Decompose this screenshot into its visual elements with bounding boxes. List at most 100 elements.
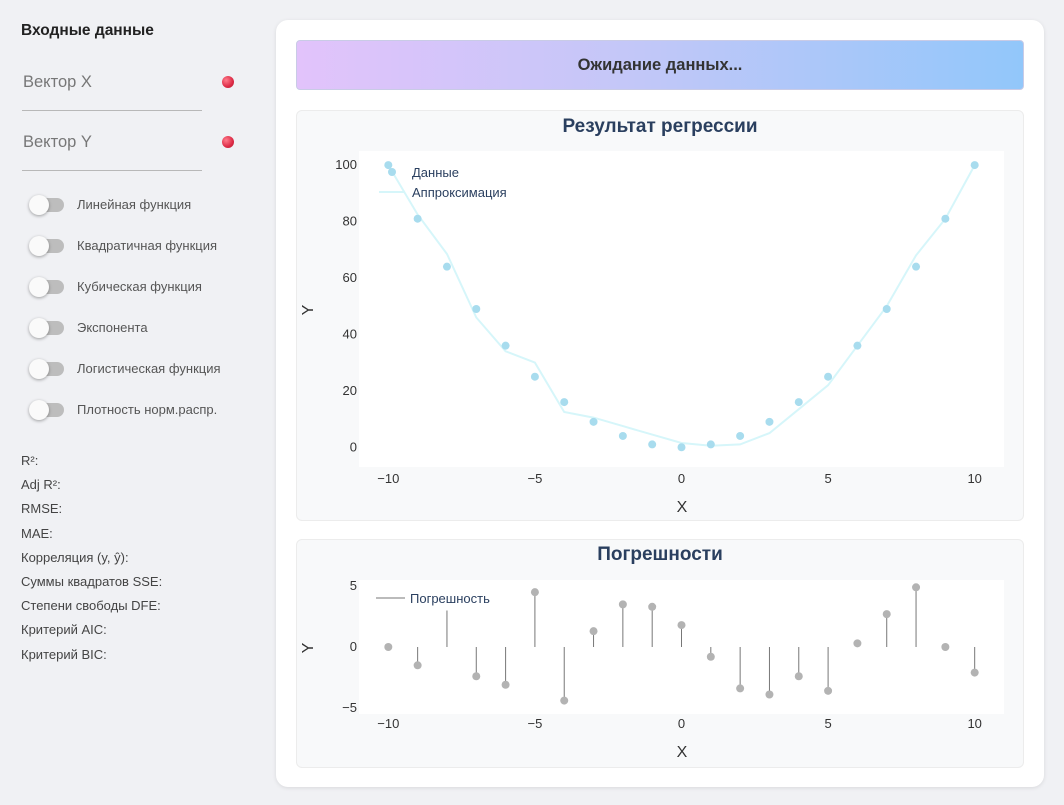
x-tick-label: 10 bbox=[967, 716, 981, 731]
y-axis-label: Y bbox=[300, 642, 317, 653]
residual-point bbox=[794, 672, 803, 681]
plot-area bbox=[359, 151, 1004, 467]
regression-chart[interactable]: Результат регрессии 0 20 40 60 80 100 −10 −5 0 5 10… bbox=[297, 111, 1023, 520]
fit-line bbox=[387, 164, 976, 447]
toggle-knob[interactable] bbox=[29, 400, 49, 420]
toggle-knob[interactable] bbox=[29, 277, 49, 297]
toggle-normal-density-label: Плотность норм.распр. bbox=[77, 402, 218, 417]
stat-aic: Критерий AIC: bbox=[21, 622, 107, 638]
vector-x-field[interactable]: Вектор X bbox=[22, 60, 234, 111]
x-tick-label: −10 bbox=[377, 471, 399, 486]
residual-point bbox=[472, 672, 481, 681]
data-point bbox=[413, 214, 422, 223]
x-axis-label: X bbox=[677, 744, 688, 761]
stats-list: R²: Adj R²: RMSE: MAE: Корреляция (y, ŷ)… bbox=[21, 453, 162, 671]
stat-dfe: Степени свободы DFE: bbox=[21, 598, 161, 614]
data-point bbox=[472, 305, 481, 313]
residual-point bbox=[501, 680, 510, 689]
residual-point bbox=[853, 639, 862, 648]
residual-point bbox=[970, 668, 979, 677]
x-tick-label: 0 bbox=[678, 716, 685, 731]
data-point bbox=[618, 431, 627, 440]
residual-point bbox=[765, 690, 774, 699]
data-point bbox=[706, 440, 715, 449]
data-point bbox=[530, 372, 539, 381]
legend-fit-label: Аппроксимация bbox=[412, 185, 507, 200]
y-tick-label: −5 bbox=[342, 700, 357, 715]
y-tick-label: 0 bbox=[350, 639, 357, 654]
vector-y-field[interactable]: Вектор Y bbox=[22, 120, 234, 171]
residual-point bbox=[824, 686, 833, 695]
vector-x-status-dot bbox=[222, 76, 234, 88]
toggle-knob[interactable] bbox=[29, 318, 49, 338]
toggle-cubic-label: Кубическая функция bbox=[77, 279, 202, 294]
input-data-heading: Входные данные bbox=[21, 22, 154, 39]
toggle-knob[interactable] bbox=[29, 359, 49, 379]
x-tick-label: 0 bbox=[678, 471, 685, 486]
sidebar: Входные данные Вектор X Вектор Y Линейна… bbox=[0, 0, 260, 805]
data-point bbox=[765, 417, 774, 426]
residual-point bbox=[413, 661, 422, 670]
y-tick-label: 80 bbox=[343, 214, 357, 229]
residual-point bbox=[882, 610, 891, 619]
residual-point bbox=[530, 588, 539, 597]
x-tick-label: −10 bbox=[377, 716, 399, 731]
residuals-panel: Погрешности −5 0 5 −10 −5 0 5 10 X Y Погрешность bbox=[296, 539, 1024, 768]
stat-adj-r2: Adj R²: bbox=[21, 477, 61, 493]
stat-bic: Критерий BIC: bbox=[21, 646, 107, 662]
chart-title: Результат регрессии bbox=[562, 116, 757, 137]
residual-point bbox=[912, 583, 921, 592]
toggle-knob[interactable] bbox=[29, 236, 49, 256]
data-point bbox=[912, 262, 921, 271]
data-point bbox=[384, 161, 393, 170]
toggle-knob[interactable] bbox=[29, 195, 49, 215]
stat-r2: R²: bbox=[21, 453, 39, 468]
x-tick-label: 5 bbox=[824, 716, 831, 731]
residuals-chart[interactable]: Погрешности −5 0 5 −10 −5 0 5 10 X Y Погрешность bbox=[297, 540, 1023, 767]
y-tick-label: 0 bbox=[350, 439, 357, 454]
data-point bbox=[442, 262, 451, 271]
data-point bbox=[677, 443, 686, 452]
stat-rmse: RMSE: bbox=[21, 501, 63, 517]
toggle-exponent-label: Экспонента bbox=[77, 320, 148, 335]
vector-y-status-dot bbox=[222, 136, 234, 148]
residual-point bbox=[736, 684, 745, 693]
status-banner: Ожидание данных... bbox=[296, 40, 1024, 90]
stat-correlation: Корреляция (y, ŷ): bbox=[21, 549, 129, 565]
y-tick-label: 20 bbox=[343, 383, 357, 398]
y-tick-label: 40 bbox=[343, 326, 357, 341]
data-point bbox=[970, 161, 979, 170]
y-tick-label: 100 bbox=[335, 157, 357, 172]
main-card: Ожидание данных... Результат регрессии 0 2… bbox=[276, 20, 1044, 787]
residual-point bbox=[706, 652, 715, 661]
x-tick-label: −5 bbox=[527, 716, 542, 731]
residual-point bbox=[677, 621, 686, 630]
data-point bbox=[560, 398, 569, 407]
residual-point bbox=[618, 600, 627, 609]
regression-panel: Результат регрессии 0 20 40 60 80 100 −10 −5 0 5 10… bbox=[296, 110, 1024, 521]
toggle-logistic-label: Логистическая функция bbox=[77, 361, 221, 376]
residual-point bbox=[941, 643, 950, 651]
legend-marker-data bbox=[388, 168, 396, 176]
chart-title: Погрешности bbox=[597, 544, 723, 565]
vector-y-label: Вектор Y bbox=[23, 133, 92, 151]
residual-point bbox=[384, 643, 393, 651]
data-point bbox=[736, 431, 745, 440]
residual-point bbox=[589, 627, 598, 636]
data-point bbox=[941, 214, 950, 223]
data-point bbox=[648, 440, 657, 449]
data-point bbox=[794, 398, 803, 407]
x-tick-label: −5 bbox=[527, 471, 542, 486]
y-tick-label: 5 bbox=[350, 578, 357, 593]
residual-point bbox=[648, 602, 657, 611]
y-tick-label: 60 bbox=[343, 270, 357, 285]
toggle-linear-label: Линейная функция bbox=[77, 197, 192, 212]
y-axis-label: Y bbox=[300, 304, 317, 315]
legend-residual-label: Погрешность bbox=[410, 591, 490, 606]
data-point bbox=[501, 341, 510, 350]
residual-point bbox=[560, 696, 569, 705]
vector-x-label: Вектор X bbox=[23, 73, 92, 91]
x-tick-label: 10 bbox=[967, 471, 981, 486]
legend-data-label: Данные bbox=[412, 165, 459, 180]
data-point bbox=[853, 341, 862, 350]
